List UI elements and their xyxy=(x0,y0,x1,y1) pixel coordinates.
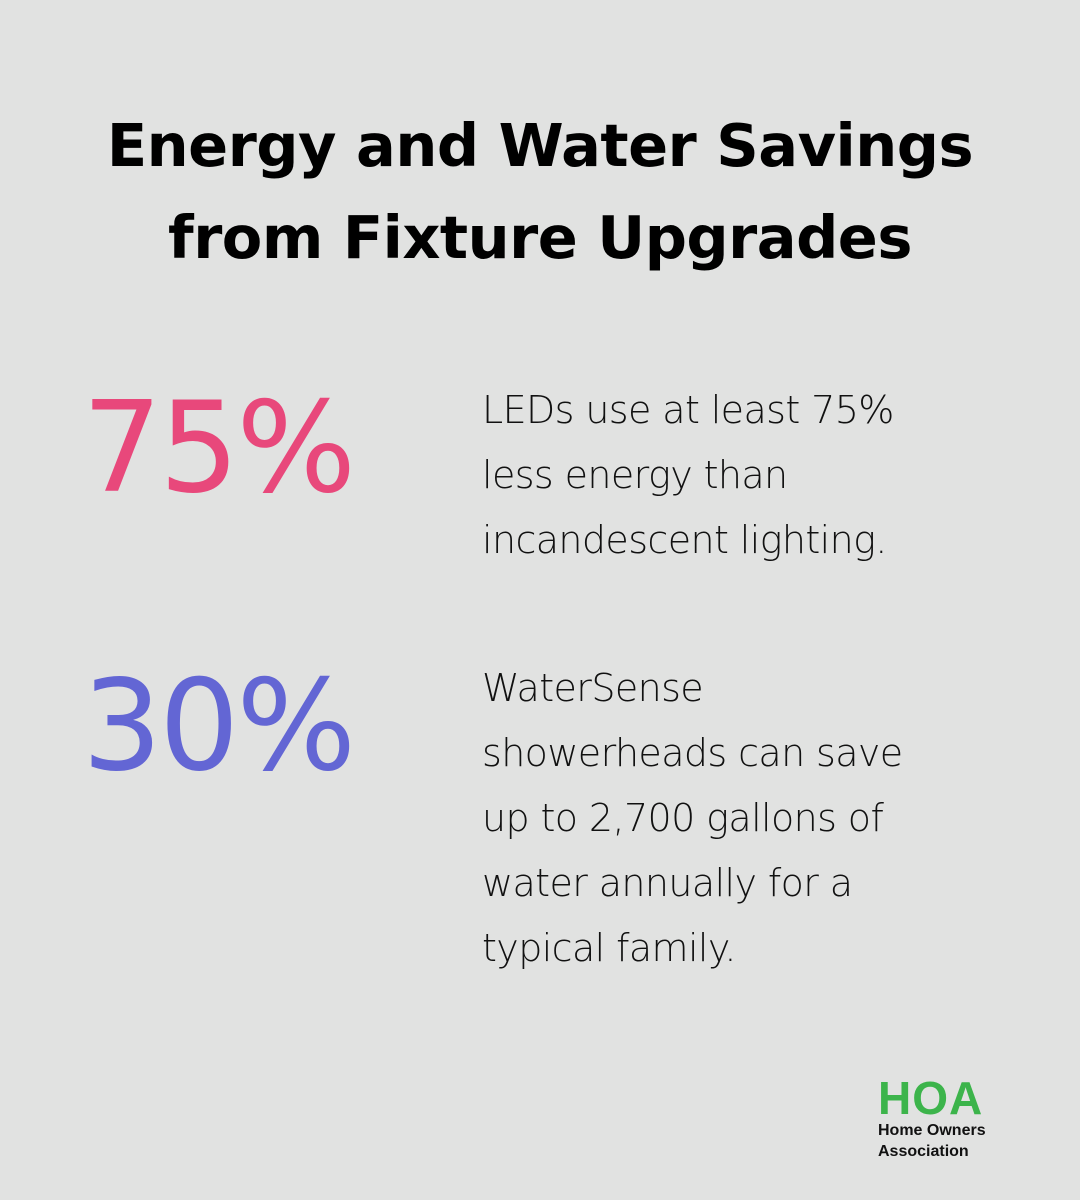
stat-value-30-percent: 30% xyxy=(82,652,356,799)
stat-description-line: water annually for a xyxy=(482,861,853,905)
stat-description-line: WaterSense xyxy=(482,666,704,710)
stat-description-line: less energy than xyxy=(482,453,788,497)
title-line-2: from Fixture Upgrades xyxy=(168,203,912,272)
hoa-logo-line-2: Association xyxy=(878,1143,969,1160)
stat-description-line: LEDs use at least 75% xyxy=(482,388,894,432)
title-line-1: Energy and Water Savings xyxy=(106,111,974,180)
hoa-logo-mark: HOA xyxy=(878,1072,984,1124)
hoa-logo: HOA Home Owners Association xyxy=(878,1072,1048,1166)
page-title: Energy and Water Savings from Fixture Up… xyxy=(0,100,1080,284)
stat-value-75-percent: 75% xyxy=(82,374,356,521)
stat-description-line: showerheads can save xyxy=(482,731,903,775)
stat-description-watersense: WaterSense showerheads can save up to 2,… xyxy=(482,656,1002,981)
stat-description-line: up to 2,700 gallons of xyxy=(482,796,884,840)
stat-description-line: typical family. xyxy=(482,926,736,970)
stat-description-led: LEDs use at least 75% less energy than i… xyxy=(482,378,1002,573)
hoa-logo-line-1: Home Owners xyxy=(878,1122,986,1139)
stat-description-line: incandescent lighting. xyxy=(482,518,887,562)
